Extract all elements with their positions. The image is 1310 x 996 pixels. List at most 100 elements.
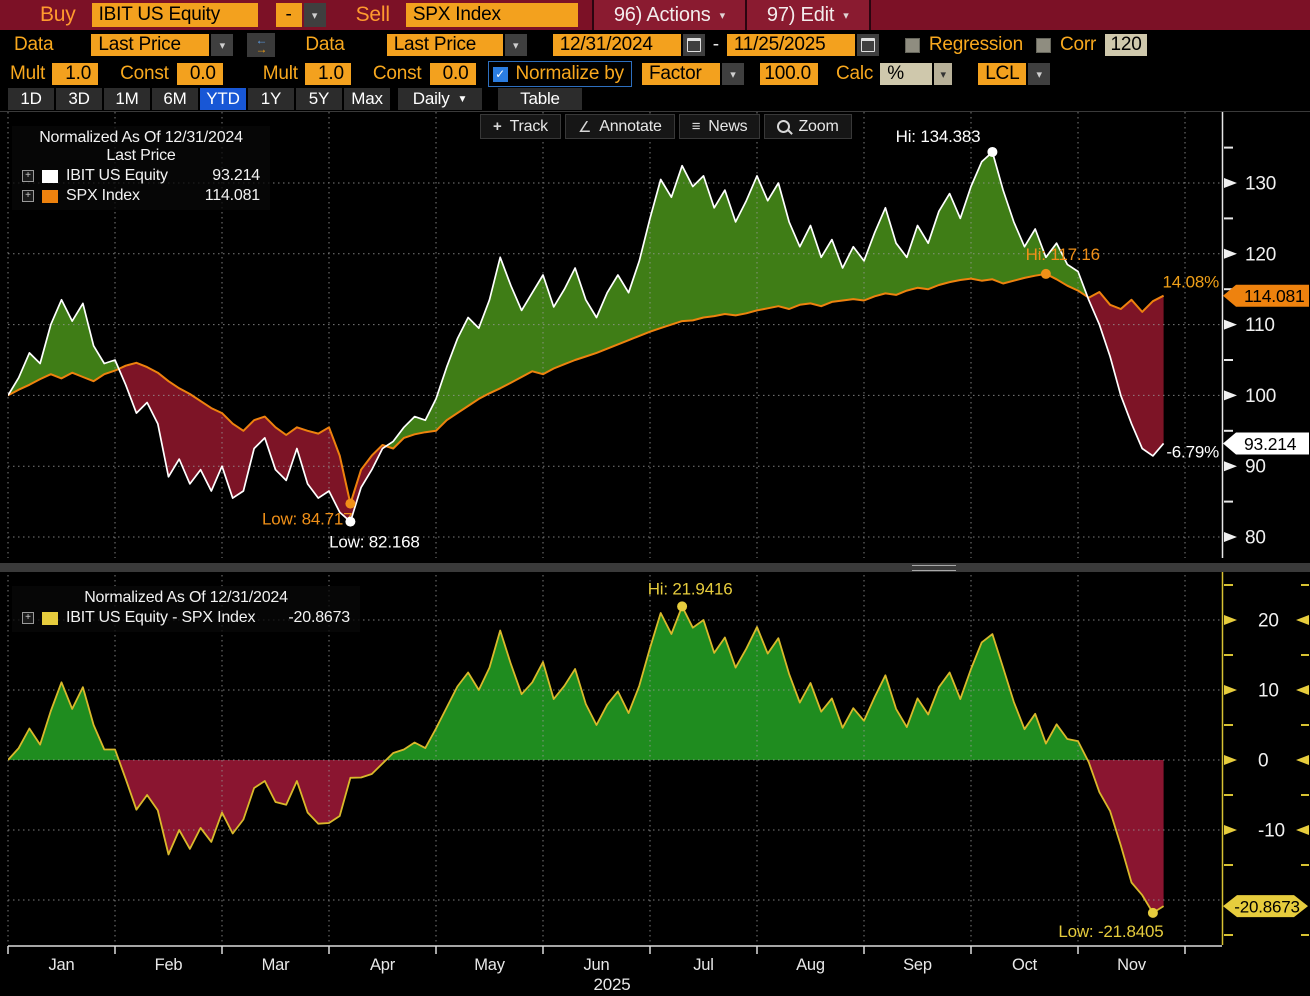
regression-label: Regression bbox=[928, 34, 1023, 55]
tab-5y[interactable]: 5Y bbox=[296, 88, 342, 110]
calc-dropdown-button[interactable]: ▾ bbox=[934, 63, 953, 85]
data-controls-row-1: Data Last Price ▾ ← → Data Last Price ▾ … bbox=[0, 30, 1310, 60]
tab-6m[interactable]: 6M bbox=[152, 88, 198, 110]
svg-text:90: 90 bbox=[1245, 457, 1266, 478]
regression-checkbox[interactable] bbox=[904, 37, 920, 53]
bottom-chart-legend: Normalized As Of 12/31/2024 + IBIT US Equ… bbox=[12, 586, 360, 632]
corr-window-input[interactable]: 120 bbox=[1105, 34, 1148, 56]
normalize-mode-select[interactable]: Factor bbox=[641, 63, 720, 85]
data1-dropdown-button[interactable]: ▾ bbox=[211, 34, 234, 56]
legend-expand-icon[interactable]: + bbox=[22, 612, 34, 624]
period-tabs-row: 1D 3D 1M 6M YTD 1Y 5Y Max Daily ▼ Table bbox=[0, 88, 1310, 112]
mult2-input[interactable]: 1.0 bbox=[304, 63, 351, 85]
legend-row: + SPX Index 114.081 bbox=[22, 187, 260, 205]
hi-low-marker bbox=[987, 146, 998, 157]
pair-operator-input[interactable]: - bbox=[275, 3, 302, 27]
frequency-select[interactable]: Daily ▼ bbox=[398, 88, 482, 110]
mult2-label: Mult bbox=[262, 63, 298, 84]
const2-input[interactable]: 0.0 bbox=[429, 63, 476, 85]
chevron-down-icon: ▾ bbox=[1036, 68, 1043, 81]
top-chart-legend: Normalized As Of 12/31/2024 Last Price +… bbox=[12, 126, 270, 210]
svg-text:120: 120 bbox=[1245, 244, 1276, 265]
period-tabs: 1D 3D 1M 6M YTD 1Y 5Y Max bbox=[8, 88, 392, 110]
x-axis: Jan Feb Mar Apr May Jun Jul Aug Sep Oct Nov 2025 bbox=[7, 945, 1222, 994]
tab-3d[interactable]: 3D bbox=[56, 88, 102, 110]
table-tab[interactable]: Table bbox=[498, 88, 582, 110]
corr-label: Corr bbox=[1059, 34, 1097, 55]
track-button[interactable]: + Track bbox=[480, 114, 561, 139]
chevron-down-icon: ▾ bbox=[719, 9, 726, 22]
legend-expand-icon[interactable]: + bbox=[22, 170, 34, 182]
sell-label: Sell bbox=[355, 3, 390, 26]
news-button[interactable]: ≡ News bbox=[678, 114, 761, 139]
series-label: SPX Index bbox=[66, 187, 140, 204]
hi-low-marker bbox=[677, 601, 688, 612]
chevron-down-icon: ▾ bbox=[311, 9, 318, 22]
svg-text:Hi: 117.16: Hi: 117.16 bbox=[1026, 245, 1100, 264]
swap-right-arrow-icon: → bbox=[255, 42, 268, 56]
axis-price-tags: 114.081 93.214 -20.8673 14.08% -6.79% bbox=[1163, 273, 1309, 918]
data1-label: Data bbox=[14, 34, 54, 55]
edit-menu-button[interactable]: 97) Edit ▾ bbox=[746, 0, 869, 30]
calc-label: Calc bbox=[835, 63, 874, 84]
date-to-input[interactable]: 11/25/2025 bbox=[726, 34, 855, 56]
data2-dropdown-button[interactable]: ▾ bbox=[504, 34, 527, 56]
tab-1d[interactable]: 1D bbox=[8, 88, 54, 110]
tab-1y[interactable]: 1Y bbox=[248, 88, 294, 110]
sell-security-input[interactable]: SPX Index bbox=[405, 3, 578, 27]
swap-button[interactable]: ← → bbox=[247, 33, 276, 57]
svg-text:Aug: Aug bbox=[796, 956, 825, 974]
svg-text:May: May bbox=[474, 956, 506, 974]
normalize-checkbox[interactable]: ✓ bbox=[492, 66, 508, 82]
normalize-value-input[interactable]: 100.0 bbox=[759, 63, 818, 85]
svg-text:Jun: Jun bbox=[583, 956, 609, 974]
chevron-down-icon: ▾ bbox=[219, 39, 226, 52]
svg-text:Apr: Apr bbox=[370, 956, 396, 974]
mult1-input[interactable]: 1.0 bbox=[52, 63, 99, 85]
tab-1m[interactable]: 1M bbox=[104, 88, 150, 110]
svg-text:Low: 82.168: Low: 82.168 bbox=[329, 533, 419, 552]
currency-select[interactable]: LCL bbox=[978, 63, 1027, 85]
svg-text:93.214: 93.214 bbox=[1244, 434, 1297, 454]
svg-text:Oct: Oct bbox=[1012, 956, 1038, 974]
chevron-down-icon: ▾ bbox=[843, 9, 849, 22]
currency-dropdown-button[interactable]: ▾ bbox=[1028, 63, 1051, 85]
panel-divider[interactable] bbox=[0, 563, 1310, 572]
svg-text:Mar: Mar bbox=[262, 956, 291, 974]
track-crosshair-icon: + bbox=[493, 118, 502, 135]
series-label: IBIT US Equity bbox=[66, 167, 168, 184]
date-to-calendar-button[interactable] bbox=[856, 34, 879, 56]
data1-select[interactable]: Last Price bbox=[91, 34, 210, 56]
top-chart-fills bbox=[8, 152, 1164, 522]
svg-text:Hi: 134.383: Hi: 134.383 bbox=[896, 127, 981, 146]
tab-ytd[interactable]: YTD bbox=[200, 88, 246, 110]
data2-select[interactable]: Last Price bbox=[386, 34, 503, 56]
zoom-button[interactable]: Zoom bbox=[764, 114, 852, 139]
date-from-calendar-button[interactable] bbox=[682, 34, 705, 56]
bottom-right-axis: 20 10 0 -10 bbox=[1221, 570, 1309, 945]
panel-divider-grip[interactable] bbox=[912, 565, 956, 571]
tab-max[interactable]: Max bbox=[344, 88, 390, 110]
legend-expand-icon[interactable]: + bbox=[22, 190, 34, 202]
legend-row: + IBIT US Equity - SPX Index -20.8673 bbox=[22, 609, 350, 627]
svg-text:114.081: 114.081 bbox=[1244, 286, 1305, 306]
pair-operator-dropdown-button[interactable]: ▾ bbox=[303, 3, 326, 27]
svg-text:14.08%: 14.08% bbox=[1163, 273, 1220, 292]
normalize-label: Normalize by bbox=[515, 63, 625, 84]
series-value: 93.214 bbox=[212, 167, 260, 184]
svg-text:Hi: 21.9416: Hi: 21.9416 bbox=[648, 579, 733, 598]
buy-security-input[interactable]: IBIT US Equity bbox=[91, 3, 258, 27]
chevron-down-icon: ▼ bbox=[457, 93, 468, 105]
corr-checkbox[interactable] bbox=[1035, 37, 1051, 53]
annotate-button[interactable]: ∠ Annotate bbox=[564, 114, 675, 139]
const1-input[interactable]: 0.0 bbox=[176, 63, 223, 85]
date-from-input[interactable]: 12/31/2024 bbox=[552, 34, 681, 56]
normalize-mode-dropdown-button[interactable]: ▾ bbox=[721, 63, 744, 85]
top-chart-annotations: Hi: 134.383 Hi: 117.16 Low: 84.717 Low: 82.… bbox=[262, 127, 1100, 552]
series-color-swatch bbox=[42, 189, 58, 203]
svg-text:-20.8673: -20.8673 bbox=[1234, 898, 1300, 917]
calc-select[interactable]: % bbox=[880, 63, 933, 85]
actions-menu-button[interactable]: 96) Actions ▾ bbox=[593, 0, 745, 30]
calendar-icon bbox=[860, 38, 875, 52]
